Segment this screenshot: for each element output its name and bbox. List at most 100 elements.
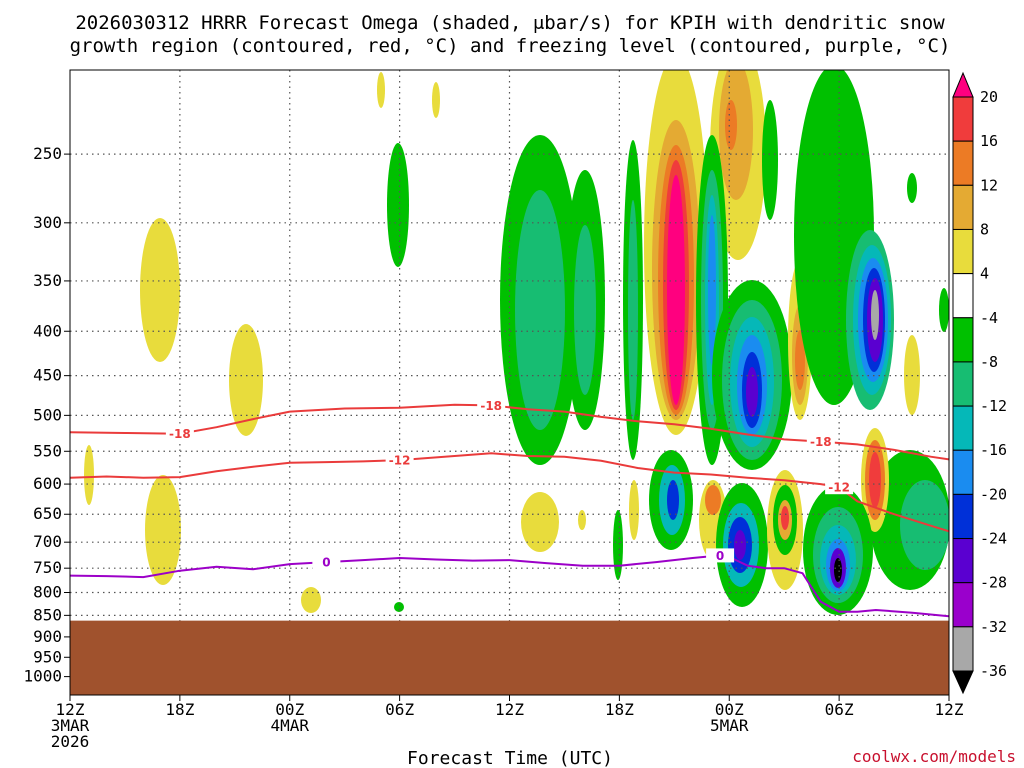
colorbar-label: 8 bbox=[980, 221, 989, 239]
omega-cell bbox=[871, 290, 879, 340]
omega-cell bbox=[746, 367, 758, 417]
grid-lines bbox=[70, 70, 949, 621]
y-tick-label: 350 bbox=[33, 271, 62, 290]
x-tick-label: 18Z bbox=[165, 700, 194, 719]
y-tick-label: 800 bbox=[33, 583, 62, 602]
omega-cell bbox=[84, 445, 94, 505]
chart-title-line2: growth region (contoured, red, °C) and f… bbox=[70, 35, 951, 57]
colorbar-swatch bbox=[952, 670, 974, 695]
omega-cell bbox=[869, 452, 881, 508]
y-tick-label: 850 bbox=[33, 605, 62, 624]
y-tick-label: 750 bbox=[33, 558, 62, 577]
omega-cell bbox=[377, 72, 385, 108]
contour-label-bg bbox=[165, 426, 194, 441]
y-tick-label: 250 bbox=[33, 144, 62, 163]
y-tick-label: 300 bbox=[33, 213, 62, 232]
omega-cell bbox=[613, 510, 623, 580]
colorbar-swatch bbox=[952, 228, 974, 275]
colorbar-label: 12 bbox=[980, 176, 998, 194]
contour-label-bg bbox=[477, 398, 506, 413]
x-tick-label: 06Z bbox=[825, 700, 854, 719]
x-tick-label: 12Z bbox=[56, 700, 85, 719]
contour-label: -18 bbox=[480, 399, 502, 413]
contour-label: 0 bbox=[716, 549, 724, 563]
y-tick-label: 600 bbox=[33, 474, 62, 493]
contour-label: -18 bbox=[169, 427, 191, 441]
colorbar-label: -28 bbox=[980, 574, 1007, 592]
omega-cell bbox=[145, 475, 181, 585]
colorbar-label: -20 bbox=[980, 485, 1007, 503]
credit-text: coolwx.com/models bbox=[852, 747, 1016, 766]
omega-cell bbox=[795, 330, 805, 390]
y-tick-label: 400 bbox=[33, 321, 62, 340]
colorbar-label: -36 bbox=[980, 662, 1007, 680]
x-tick-label: 00Z bbox=[715, 700, 744, 719]
x-tick-label: 5MAR bbox=[710, 716, 749, 735]
omega-cell bbox=[432, 82, 440, 118]
colorbar-swatch bbox=[952, 449, 974, 495]
contour-label-bg bbox=[385, 453, 414, 468]
omega-cell bbox=[708, 215, 716, 365]
colorbar-label: -24 bbox=[980, 530, 1007, 548]
omega-cell bbox=[834, 558, 842, 582]
omega-cell bbox=[907, 173, 917, 203]
contour-label-bg bbox=[706, 548, 735, 563]
colorbar-swatch bbox=[952, 140, 974, 186]
colorbar-label: -12 bbox=[980, 397, 1007, 415]
colorbar-swatch bbox=[952, 493, 974, 540]
omega-cell bbox=[301, 587, 321, 613]
omega-cell bbox=[574, 225, 596, 395]
colorbar-label: -4 bbox=[980, 309, 998, 327]
contour-label-bg bbox=[806, 434, 835, 449]
x-axis-label: Forecast Time (UTC) bbox=[407, 748, 613, 768]
x-tick-label: 12Z bbox=[495, 700, 524, 719]
colorbar-swatch bbox=[952, 273, 974, 319]
omega-cell bbox=[705, 485, 721, 515]
x-tick-label: 00Z bbox=[275, 700, 304, 719]
y-tick-label: 550 bbox=[33, 441, 62, 460]
temperature-contours: -18 -18 -18 -12 -12 0 0 bbox=[70, 398, 949, 618]
colorbar-swatch bbox=[952, 626, 974, 672]
omega-cell bbox=[781, 506, 789, 530]
colorbar-label: -16 bbox=[980, 441, 1007, 459]
x-tick-label: 18Z bbox=[605, 700, 634, 719]
y-tick-label: 500 bbox=[33, 405, 62, 424]
x-tick-label: 12Z bbox=[935, 700, 964, 719]
x-tick-label: 4MAR bbox=[270, 716, 309, 735]
colorbar-swatch bbox=[952, 538, 974, 584]
y-tick-label: 1000 bbox=[23, 667, 62, 686]
colorbar-label: 16 bbox=[980, 132, 998, 150]
contour-label: -12 bbox=[389, 454, 411, 468]
y-tick-label: 650 bbox=[33, 504, 62, 523]
x-tick-label: 06Z bbox=[385, 700, 414, 719]
omega-cell bbox=[734, 530, 746, 560]
omega-cell bbox=[394, 602, 404, 612]
omega-cell bbox=[515, 190, 565, 430]
omega-cell bbox=[900, 480, 949, 570]
omega-cell bbox=[939, 288, 949, 332]
contour-label: 0 bbox=[322, 556, 330, 570]
chart-title-line1: 2026030312 HRRR Forecast Omega (shaded, … bbox=[75, 12, 945, 34]
terrain-fill bbox=[70, 620, 949, 695]
omega-cell bbox=[629, 480, 639, 540]
colorbar-label: 20 bbox=[980, 88, 998, 106]
plot-area: -18 -18 -18 -12 -12 0 0 bbox=[69, 69, 950, 696]
omega-cell bbox=[667, 175, 685, 405]
omega-cell bbox=[762, 100, 778, 220]
colorbar-label: 4 bbox=[980, 265, 989, 283]
colorbar-swatch bbox=[952, 96, 974, 142]
y-tick-label: 700 bbox=[33, 532, 62, 551]
y-tick-label: 450 bbox=[33, 366, 62, 385]
omega-cell bbox=[229, 324, 263, 436]
x-tick-label: 2026 bbox=[51, 732, 90, 751]
omega-cell bbox=[628, 200, 638, 420]
colorbar-swatch bbox=[952, 184, 974, 230]
omega-cell bbox=[521, 492, 559, 552]
x-tick-label: 3MAR bbox=[51, 716, 90, 735]
omega-cell bbox=[140, 218, 180, 362]
colorbar-swatch bbox=[952, 582, 974, 628]
omega-cell bbox=[387, 143, 409, 267]
contour-label: -12 bbox=[828, 481, 850, 495]
